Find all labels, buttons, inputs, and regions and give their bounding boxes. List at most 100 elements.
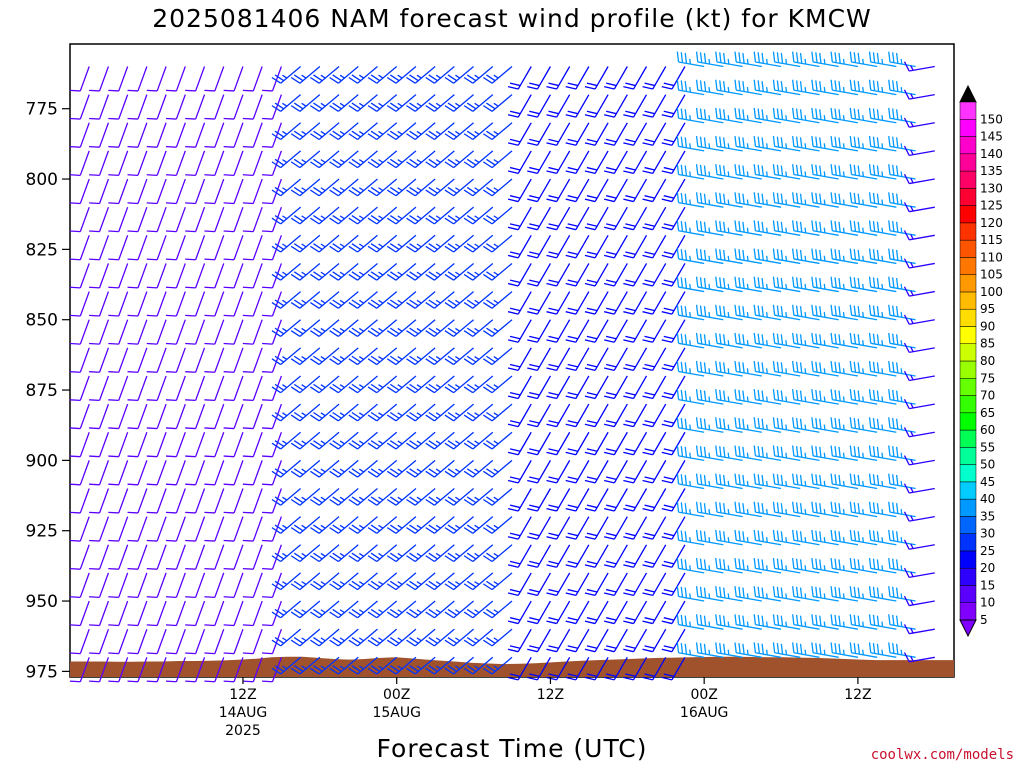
wind-barb [642, 600, 667, 625]
wind-barb [165, 488, 186, 514]
wind-barb [69, 66, 90, 92]
wind-barb [146, 291, 167, 317]
colorbar-tick-label: 130 [980, 181, 1003, 195]
wind-barb [425, 572, 455, 591]
wind-barb [146, 122, 167, 148]
wind-barb [69, 347, 90, 373]
wind-barb [888, 135, 916, 152]
wind-barb [623, 263, 648, 287]
wind-barb [830, 304, 859, 321]
wind-barb [406, 431, 436, 450]
wind-barb [223, 375, 244, 402]
wind-barb [329, 94, 359, 112]
wind-barb [507, 347, 532, 371]
wind-barb [527, 263, 551, 287]
wind-barb [603, 628, 628, 653]
wind-barb [584, 94, 609, 118]
wind-barb [262, 150, 283, 176]
wind-barb [108, 94, 129, 120]
wind-barb [888, 248, 916, 265]
wind-barb [271, 178, 302, 197]
wind-barb [676, 135, 705, 152]
colorbar-tick-label: 90 [980, 319, 995, 333]
wind-barb [425, 66, 455, 84]
wind-barb [89, 206, 110, 233]
y-tick-label: 900 [26, 451, 58, 471]
wind-barb [734, 529, 762, 546]
wind-barb [165, 347, 186, 373]
wind-barb [262, 319, 283, 345]
wind-barb [69, 544, 90, 570]
wind-barb [242, 460, 263, 486]
wind-barb [830, 529, 859, 546]
wind-barb [715, 501, 743, 518]
wind-barb [623, 628, 648, 653]
wind-barb [811, 79, 839, 96]
wind-barb [262, 628, 283, 655]
colorbar-swatch [959, 360, 977, 379]
wind-barb [830, 361, 859, 377]
wind-barb [811, 417, 839, 433]
wind-barb [204, 94, 225, 120]
wind-barb [753, 557, 782, 574]
wind-barb [108, 263, 129, 289]
wind-barb [507, 66, 532, 90]
wind-barb [204, 572, 225, 598]
wind-barb [603, 66, 628, 90]
wind-barb [242, 572, 263, 598]
wind-barb [527, 291, 551, 315]
wind-barb [165, 432, 186, 458]
wind-barb [271, 572, 302, 591]
wind-barb [223, 572, 244, 598]
colorbar-swatch [959, 378, 977, 396]
wind-barb [507, 263, 532, 287]
wind-barb [406, 516, 436, 534]
wind-barb [734, 164, 762, 180]
wind-barb [185, 488, 206, 514]
wind-barb [507, 544, 532, 568]
wind-barb [127, 206, 148, 233]
wind-barb [623, 431, 648, 456]
wind-barb [463, 656, 494, 675]
wind-barb [676, 332, 705, 349]
wind-barb [661, 319, 686, 343]
wind-barb [830, 248, 859, 265]
wind-barb [271, 291, 302, 309]
wind-barb [329, 206, 359, 225]
wind-barb [146, 319, 167, 345]
wind-barb [546, 600, 571, 625]
wind-barb [772, 79, 801, 96]
wind-barb [734, 389, 762, 405]
wind-barb [584, 431, 609, 456]
x-tick-label: 15AUG [372, 705, 421, 721]
wind-barb [69, 460, 90, 486]
wind-barb [753, 361, 782, 377]
wind-barb [642, 178, 667, 203]
wind-barb [242, 600, 263, 627]
wind-barb [903, 202, 935, 213]
x-tick-label: 12Z [537, 687, 564, 703]
wind-barb [695, 220, 724, 236]
wind-barb [676, 361, 705, 377]
wind-barb [165, 319, 186, 345]
wind-barb [661, 375, 686, 400]
wind-barb [165, 235, 186, 261]
wind-barb [146, 66, 167, 92]
wind-barb [406, 600, 436, 619]
wind-barb [290, 206, 321, 225]
colorbar-swatch [959, 136, 977, 155]
wind-barb [507, 178, 532, 203]
colorbar-swatch [959, 239, 977, 258]
wind-barb [888, 389, 916, 405]
wind-barb [792, 248, 820, 265]
wind-barb [849, 192, 878, 208]
wind-barb [290, 291, 321, 309]
wind-barb [127, 347, 148, 373]
wind-barb [262, 66, 283, 92]
wind-barb [406, 488, 436, 506]
wind-barb [127, 94, 148, 120]
wind-barb [830, 79, 859, 96]
wind-barb [642, 656, 667, 681]
wind-barb [715, 79, 743, 96]
wind-barb [603, 516, 628, 540]
